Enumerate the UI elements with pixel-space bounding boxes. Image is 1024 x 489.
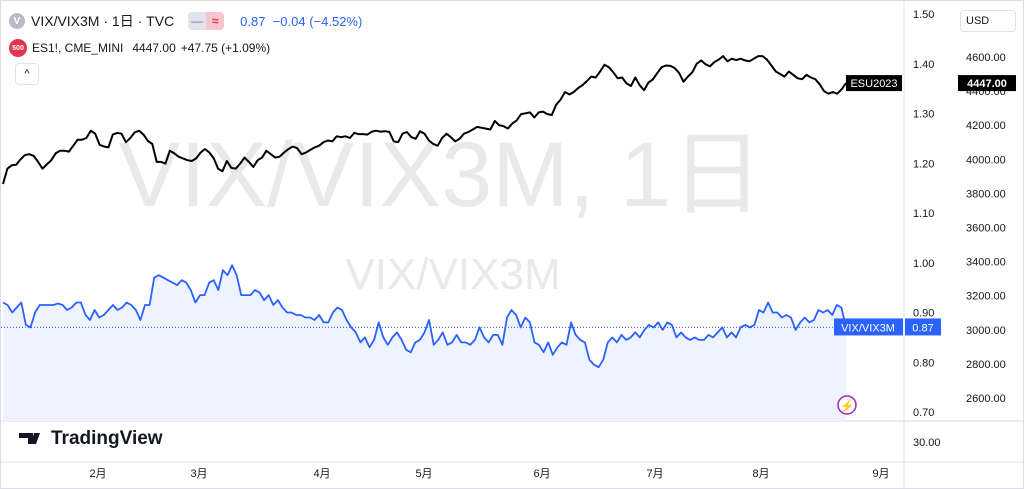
- ratio-tick-label: 0.90: [913, 308, 934, 320]
- x-tick-label: 8月: [752, 468, 769, 480]
- x-tick-label: 3月: [190, 468, 207, 480]
- ratio-last-price-label: 0.87: [912, 322, 933, 334]
- x-tick-label: 4月: [313, 468, 330, 480]
- x-tick-label: 6月: [533, 468, 550, 480]
- es-tick-label: 4000.00: [966, 154, 1006, 166]
- ratio-name-label: VIX/VIX3M: [841, 322, 895, 334]
- overlay-symbol-legend[interactable]: 500 ES1!, CME_MINI 4447.00 +47.75 (+1.09…: [9, 39, 270, 57]
- es-tick-label: 4200.00: [966, 120, 1006, 132]
- symbol-logo-icon: V: [9, 13, 25, 29]
- minus-icon[interactable]: —: [188, 12, 207, 30]
- overlay-last-price: 4447.00: [132, 41, 176, 55]
- es-tick-label: 2800.00: [966, 359, 1006, 371]
- overlay-symbol-name[interactable]: ES1!, CME_MINI: [32, 41, 124, 55]
- tradingview-logo-icon: [19, 433, 40, 444]
- series-lines: [1, 55, 904, 369]
- ratio-area: [3, 265, 846, 421]
- ratio-tick-label: 1.30: [913, 109, 934, 121]
- lightning-button[interactable]: ⚡: [837, 395, 857, 415]
- main-symbol-legend[interactable]: V VIX/VIX3M · 1日 · TVC — ≈ 0.87 −0.04 (−…: [9, 10, 362, 32]
- es-tick-label: 3400.00: [966, 257, 1006, 269]
- currency-select-value: USD: [966, 15, 990, 27]
- overlay-change: +47.75 (+1.09%): [180, 41, 271, 55]
- symbol-quote: 0.87 −0.04 (−4.52%): [240, 14, 362, 29]
- lower-pane-tick-label: 30.00: [913, 437, 941, 449]
- es-name-label-bg: [846, 75, 902, 92]
- chart-style-toggle[interactable]: — ≈: [188, 12, 225, 30]
- ratio-last-price-label-bg: [905, 318, 941, 336]
- ratio-tick-label: 1.10: [913, 208, 934, 220]
- symbol-change: −0.04 (−4.52%): [272, 13, 363, 29]
- ratio-tick-label: 1.40: [913, 59, 934, 71]
- collapse-legend-button[interactable]: ^: [15, 63, 39, 85]
- ratio-area-fill: [3, 265, 846, 421]
- lightning-icon[interactable]: [837, 395, 857, 415]
- symbol-title[interactable]: VIX/VIX3M · 1日 · TVC: [31, 13, 175, 29]
- es-tick-label: 2600.00: [966, 393, 1006, 405]
- es-series-line[interactable]: [2, 55, 847, 185]
- es-last-price-label-bg: [958, 75, 1016, 92]
- es-logo-icon: 500: [9, 39, 27, 57]
- chevron-up-icon: ^: [24, 68, 30, 80]
- ratio-name-label-bg: [834, 318, 903, 336]
- x-tick-label: 2月: [89, 468, 106, 480]
- currency-select[interactable]: USD: [960, 10, 1016, 32]
- es-tick-label: 3600.00: [966, 223, 1006, 235]
- tradingview-logo-text: TradingView: [51, 428, 163, 449]
- ratio-series-line[interactable]: [2, 264, 847, 369]
- es-tick-label: 3800.00: [966, 188, 1006, 200]
- symbol-last-price: 0.87: [240, 13, 266, 29]
- es-name-label: ESU2023: [850, 78, 897, 90]
- approx-icon[interactable]: ≈: [206, 12, 225, 30]
- axis-ticks: 2月 3月 4月 5月 6月 7月 8月 9月 1.50 1.40 1.30 1.20 1.10 1.00…: [89, 9, 1005, 480]
- lightning-glyph: ⚡: [840, 399, 855, 413]
- tradingview-logo: TradingView: [19, 428, 163, 449]
- es-tick-label: 3200.00: [966, 291, 1006, 303]
- es-tick-label: 4600.00: [966, 52, 1006, 64]
- x-tick-label: 9月: [872, 468, 889, 480]
- x-tick-label: 7月: [646, 468, 663, 480]
- es-tick-label: 3000.00: [966, 325, 1006, 337]
- ratio-tick-label: 0.70: [913, 407, 934, 419]
- ratio-tick-label: 1.50: [913, 9, 934, 21]
- watermark-sub: VIX/VIX3M: [345, 250, 560, 299]
- x-tick-label: 5月: [415, 468, 432, 480]
- ratio-tick-label: 0.80: [913, 357, 934, 369]
- ratio-tick-label: 1.00: [913, 258, 934, 270]
- ratio-tick-label: 1.20: [913, 158, 934, 170]
- es-last-price-label: 4447.00: [967, 78, 1007, 90]
- price-labels: VIX/VIX3M 0.87 ESU2023 4447.00: [834, 75, 1016, 336]
